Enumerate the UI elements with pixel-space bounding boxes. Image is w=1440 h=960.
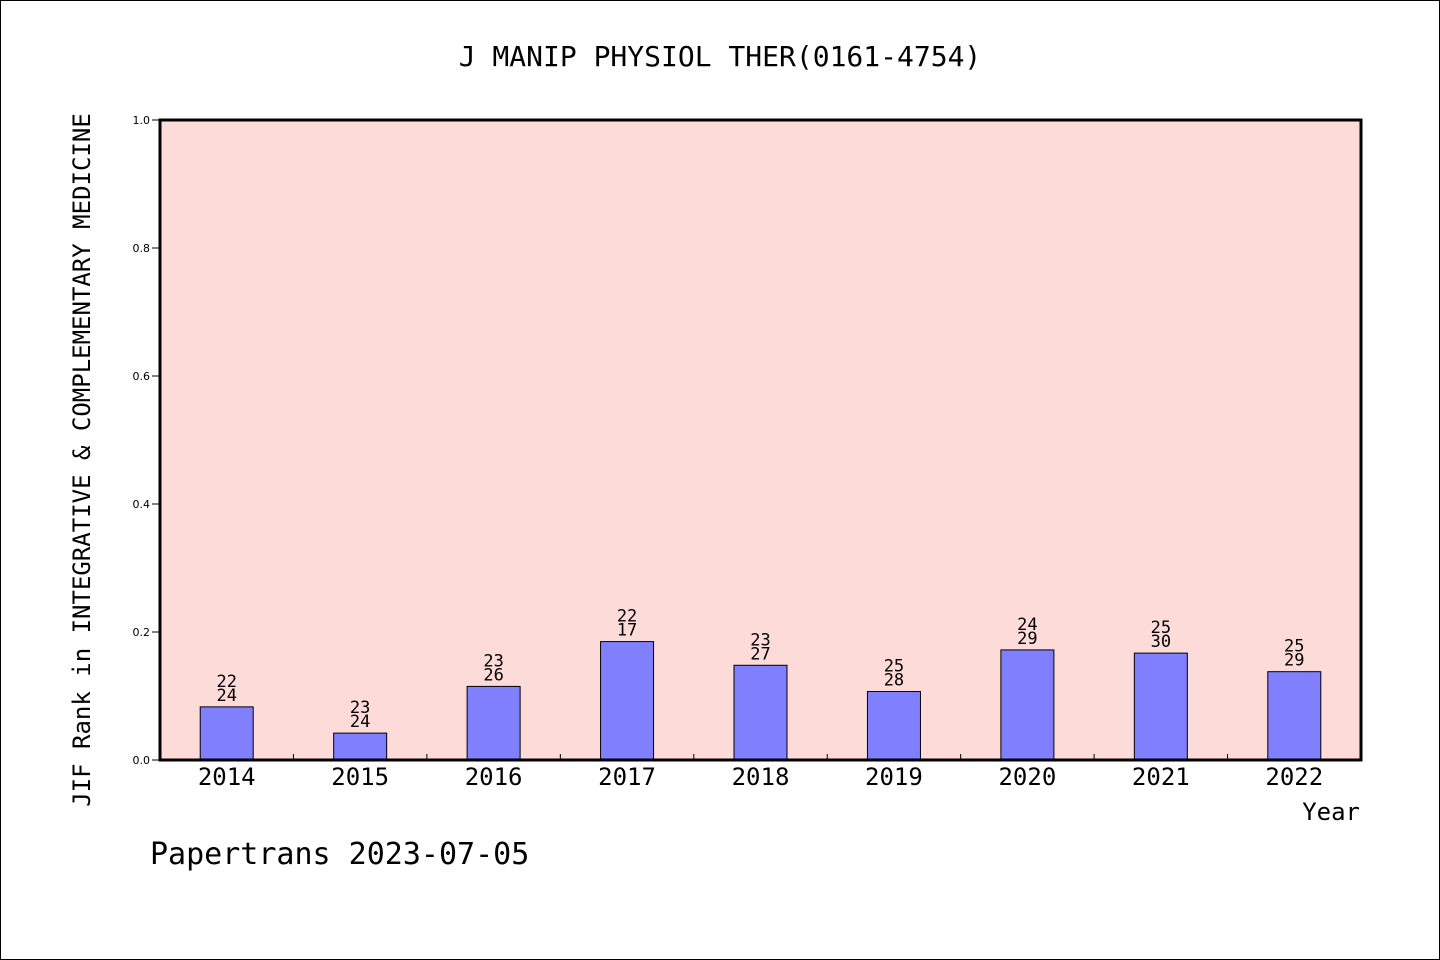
x-tick-label: 2022: [1265, 763, 1323, 791]
bar-total-label: 30: [1151, 632, 1171, 652]
bar-total-label: 17: [617, 621, 637, 641]
y-axis-ticks: 0.0 0.2 0.4 0.6 0.8 1.0: [133, 114, 160, 767]
plot-border: [158, 118, 1363, 762]
y-tick-label: 0.8: [133, 242, 151, 255]
bar: [1000, 649, 1055, 761]
x-tick-label: 2018: [732, 763, 790, 791]
x-tick-label: 2021: [1132, 763, 1190, 791]
y-tick-label: 0.6: [133, 370, 151, 383]
bar-rank-label: 24: [1017, 615, 1037, 635]
bar-total-label: 27: [750, 644, 770, 664]
watermark: Papertrans 2023-07-05: [150, 837, 529, 872]
bar: [466, 685, 521, 761]
y-tick-label: 0.2: [133, 626, 151, 639]
bar-rank-label: 25: [1151, 618, 1171, 638]
y-tick-label: 0.4: [133, 498, 151, 511]
x-tick-label: 2016: [465, 763, 523, 791]
y-tick-label: 0.0: [133, 754, 151, 767]
bar: [733, 664, 788, 761]
bar: [866, 691, 921, 761]
x-tick-label: 2019: [865, 763, 923, 791]
y-axis-label: JIF Rank in INTEGRATIVE & COMPLEMENTARY …: [68, 113, 96, 807]
bar: [199, 706, 254, 761]
bar-total-label: 26: [483, 665, 503, 685]
bar-total-label: 24: [350, 712, 370, 732]
bar: [1267, 671, 1322, 761]
x-tick-label: 2014: [198, 763, 256, 791]
bar-total-label: 24: [216, 686, 236, 706]
bar-total-label: 29: [1017, 629, 1037, 649]
bar-rank-label: 23: [483, 651, 503, 671]
x-axis-label: Year: [1302, 798, 1360, 826]
bar-rank-label: 25: [884, 657, 904, 677]
bars: [199, 641, 1322, 761]
x-tick-label: 2015: [331, 763, 389, 791]
bar-rank-label: 22: [617, 607, 637, 627]
bar-rank-label: 23: [750, 630, 770, 650]
x-tick-label: 2017: [598, 763, 656, 791]
x-tick-label: 2020: [998, 763, 1056, 791]
bar-total-label: 29: [1284, 651, 1304, 671]
chart-title: J MANIP PHYSIOL THER(0161-4754): [459, 40, 982, 73]
bar-rank-label: 25: [1284, 637, 1304, 657]
y-tick-label: 1.0: [133, 114, 151, 127]
bar-total-label: 28: [884, 671, 904, 691]
bar: [600, 641, 655, 761]
bar-rank-label: 22: [216, 672, 236, 692]
bar: [333, 732, 388, 761]
bar-rank-label: 23: [350, 698, 370, 718]
bar: [1133, 652, 1188, 761]
x-axis-labels: 2014 2015 2016 2017 2018 2019 2020 2021 2022: [198, 763, 1323, 791]
